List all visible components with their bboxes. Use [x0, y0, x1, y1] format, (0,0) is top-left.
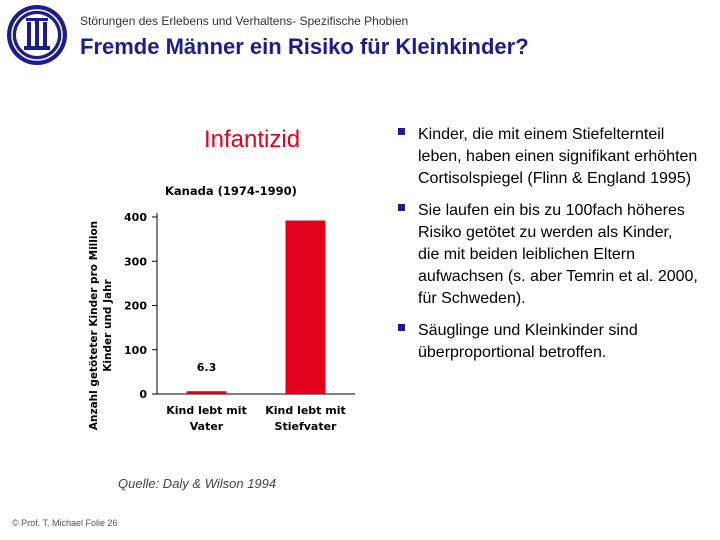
university-seal-icon [6, 4, 68, 66]
bar-chart-container: Kanada (1974-1990) Anzahl getöteter Kinde… [80, 180, 365, 442]
y-axis-label: Kinder und Jahr [102, 278, 114, 371]
header-subtitle: Störungen des Erlebens und Verhaltens- S… [80, 14, 409, 28]
bullet-item: Säuglinge und Kleinkinder sind überpropo… [398, 320, 698, 364]
chart-title: Kanada (1974-1990) [165, 184, 297, 198]
bar-chart: Kanada (1974-1990) Anzahl getöteter Kinde… [88, 184, 355, 433]
bar [285, 220, 326, 394]
y-tick-label: 0 [139, 388, 147, 401]
bullet-text: Sie laufen ein bis zu 100fach höheres Ri… [418, 202, 698, 307]
y-tick-label: 400 [124, 211, 147, 224]
chart-source: Quelle: Daly & Wilson 1994 [118, 476, 277, 491]
x-tick-label: Stiefvater [275, 420, 338, 433]
square-bullet-icon [398, 324, 405, 331]
bullet-text: Säuglinge und Kleinkinder sind überpropo… [418, 322, 638, 361]
x-tick-label: Vater [190, 420, 224, 433]
square-bullet-icon [398, 204, 405, 211]
y-tick-label: 100 [124, 344, 147, 357]
y-axis-label: Anzahl getöteter Kinder pro Million [88, 221, 100, 430]
chart-heading: Infantizid [204, 126, 301, 153]
x-tick-label: Kind lebt mit [265, 404, 346, 417]
x-tick-label: Kind lebt mit [166, 404, 247, 417]
bullet-item: Kinder, die mit einem Stiefelternteil le… [398, 124, 698, 190]
bullet-item: Sie laufen ein bis zu 100fach höheres Ri… [398, 200, 698, 310]
bullet-list: Kinder, die mit einem Stiefelternteil le… [398, 124, 698, 374]
footer-credit: © Prof. T. Michael Folie 26 [12, 518, 118, 528]
bar [186, 391, 227, 394]
data-label: 392 [294, 226, 317, 239]
square-bullet-icon [398, 128, 405, 135]
y-tick-label: 300 [124, 255, 147, 268]
bullet-text: Kinder, die mit einem Stiefelternteil le… [418, 126, 698, 187]
data-label: 6.3 [197, 361, 217, 374]
page-title: Fremde Männer ein Risiko für Kleinkinder… [80, 34, 529, 59]
y-tick-label: 200 [124, 300, 147, 313]
